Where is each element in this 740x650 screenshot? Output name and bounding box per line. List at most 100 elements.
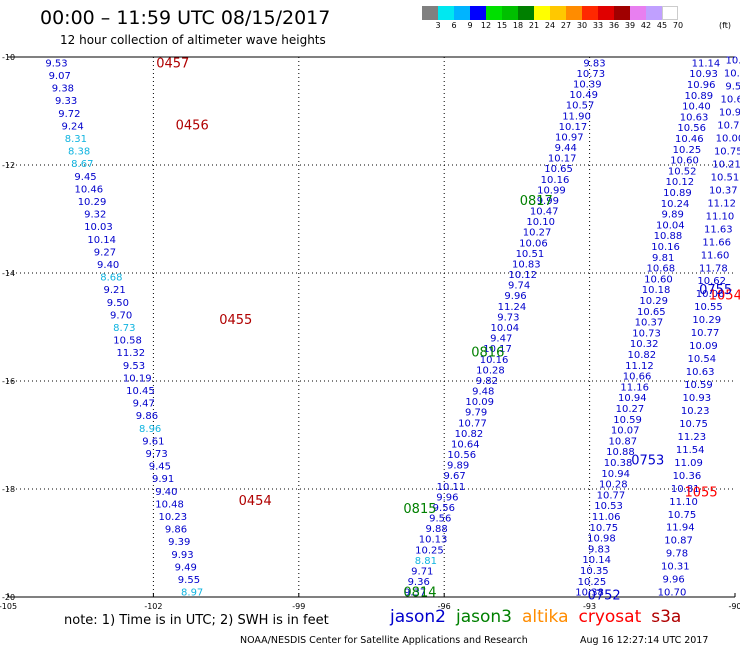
wave-height-value: 10.45 bbox=[126, 386, 155, 397]
pass-time-label: 1055 bbox=[685, 486, 718, 501]
wave-height-value: 10.97 bbox=[555, 132, 584, 143]
legend-entry-jason3: jason3 bbox=[456, 607, 512, 627]
chart-subtitle: 12 hour collection of altimeter wave hei… bbox=[60, 33, 326, 47]
wave-height-value: 10.12 bbox=[508, 270, 537, 281]
wave-height-value: 9.52 bbox=[725, 82, 740, 93]
y-tick-label: -10 bbox=[2, 53, 15, 62]
y-tick-label: -20 bbox=[2, 593, 15, 602]
wave-height-value: 10.66 bbox=[623, 372, 652, 383]
wave-height-value: 9.99 bbox=[537, 196, 559, 207]
wave-height-value: 10.87 bbox=[609, 436, 638, 447]
wave-height-value: 10.09 bbox=[689, 341, 718, 352]
wave-height-value: 10.25 bbox=[578, 577, 607, 588]
wave-height-value: 10.16 bbox=[651, 242, 680, 253]
color-swatch bbox=[470, 6, 486, 20]
wave-height-value: 10.93 bbox=[682, 393, 711, 404]
y-tick-label: -12 bbox=[2, 161, 15, 170]
wave-height-value: 10.99 bbox=[537, 185, 566, 196]
wave-height-value: 9.56 bbox=[433, 503, 455, 514]
pass-time-label: 0814 bbox=[403, 586, 436, 601]
wave-height-value: 10.53 bbox=[594, 501, 623, 512]
wave-height-value: 11.23 bbox=[678, 432, 707, 443]
wave-height-value: 10.47 bbox=[530, 207, 559, 218]
color-swatch bbox=[582, 6, 598, 20]
wave-height-value: 9.21 bbox=[103, 285, 125, 296]
wave-height-value: 10.52 bbox=[668, 166, 697, 177]
satellite-legend: jason2 jason3 altika cryosat s3a bbox=[390, 607, 691, 627]
wave-height-value: 9.81 bbox=[652, 253, 674, 264]
wave-height-value: 10.81 bbox=[671, 484, 700, 495]
wave-height-value: 10.82 bbox=[724, 69, 740, 80]
wave-height-value: 10.54 bbox=[687, 354, 716, 365]
wave-height-value: 8.38 bbox=[68, 147, 90, 158]
wave-height-value: 10.10 bbox=[526, 217, 555, 228]
color-scale-label: 24 bbox=[544, 21, 556, 30]
wave-height-value: 10.98 bbox=[587, 534, 616, 545]
wave-height-value: 9.33 bbox=[55, 96, 77, 107]
wave-height-value: 10.82 bbox=[455, 429, 484, 440]
color-scale-label: 30 bbox=[576, 21, 588, 30]
wave-height-value: 10.56 bbox=[677, 123, 706, 134]
wave-height-value: 10.65 bbox=[637, 307, 666, 318]
wave-height-value: 11.10 bbox=[706, 211, 735, 222]
wave-height-value: 9.79 bbox=[465, 408, 487, 419]
wave-height-value: 9.96 bbox=[504, 291, 526, 302]
color-scale-label: 3 bbox=[435, 21, 441, 30]
color-scale-label: 6 bbox=[451, 21, 457, 30]
wave-height-value: 9.56 bbox=[429, 514, 451, 525]
wave-height-value: 10.04 bbox=[490, 323, 519, 334]
wave-height-value: 11.63 bbox=[704, 224, 733, 235]
wave-height-value: 10.63 bbox=[686, 367, 715, 378]
wave-height-value: 8.96 bbox=[139, 424, 161, 435]
wave-height-value: 11.24 bbox=[498, 302, 527, 313]
color-scale-label: 12 bbox=[480, 21, 492, 30]
chart-title: 00:00 – 11:59 UTC 08/15/2017 bbox=[40, 7, 331, 29]
wave-height-value: 10.21 bbox=[712, 159, 740, 170]
wave-height-value: 10.27 bbox=[616, 404, 645, 415]
wave-height-value: 10.24 bbox=[661, 199, 690, 210]
x-tick-label: -90 bbox=[728, 602, 740, 611]
wave-height-value: 10.17 bbox=[559, 122, 588, 133]
wave-height-value: 10.19 bbox=[123, 373, 152, 384]
color-swatch bbox=[614, 6, 630, 20]
wave-height-value: 11.78 bbox=[699, 263, 728, 274]
wave-height-value: 11.60 bbox=[701, 250, 730, 261]
color-scale-label: 33 bbox=[592, 21, 604, 30]
wave-height-value: 10.18 bbox=[642, 285, 671, 296]
wave-height-value: 9.39 bbox=[168, 537, 190, 548]
wave-height-value: 10.96 bbox=[719, 108, 740, 119]
wave-height-value: 10.51 bbox=[516, 249, 545, 260]
wave-height-value: 9.50 bbox=[107, 298, 129, 309]
wave-height-value: 9.53 bbox=[45, 58, 67, 69]
wave-height-value: 11.09 bbox=[674, 458, 703, 469]
wave-height-value: 9.44 bbox=[555, 143, 577, 154]
wave-height-value: 9.73 bbox=[145, 449, 167, 460]
color-swatch bbox=[486, 6, 502, 20]
wave-height-value: 10.70 bbox=[658, 588, 687, 599]
wave-height-value: 10.82 bbox=[628, 350, 657, 361]
wave-height-value: 9.61 bbox=[142, 436, 164, 447]
wave-height-value: 9.89 bbox=[662, 210, 684, 221]
wave-height-value: 10.27 bbox=[523, 228, 552, 239]
wave-height-value: 9.07 bbox=[49, 71, 71, 82]
wave-height-value: 10.28 bbox=[476, 365, 505, 376]
wave-height-value: 10.06 bbox=[519, 238, 548, 249]
wave-height-value: 9.45 bbox=[149, 462, 171, 473]
wave-height-value: 10.03 bbox=[84, 222, 113, 233]
wave-height-value: 10.56 bbox=[447, 450, 476, 461]
color-scale-label: 70 bbox=[672, 21, 684, 30]
wave-height-value: 10.96 bbox=[687, 80, 716, 91]
wave-height-value: 10.38 bbox=[604, 458, 633, 469]
wave-height-value: 9.82 bbox=[476, 376, 498, 387]
footer-credit: NOAA/NESDIS Center for Satellite Applica… bbox=[240, 635, 528, 646]
color-swatch bbox=[598, 6, 614, 20]
wave-height-value: 10.75 bbox=[679, 419, 708, 430]
color-scale-label: 15 bbox=[496, 21, 508, 30]
wave-height-value: 10.25 bbox=[415, 545, 444, 556]
wave-height-value: 9.67 bbox=[443, 471, 465, 482]
wave-height-value: 8.73 bbox=[113, 323, 135, 334]
wave-height-value: 10.73 bbox=[577, 69, 606, 80]
wave-height-value: 10.88 bbox=[654, 231, 683, 242]
wave-height-value: 11.12 bbox=[707, 198, 736, 209]
